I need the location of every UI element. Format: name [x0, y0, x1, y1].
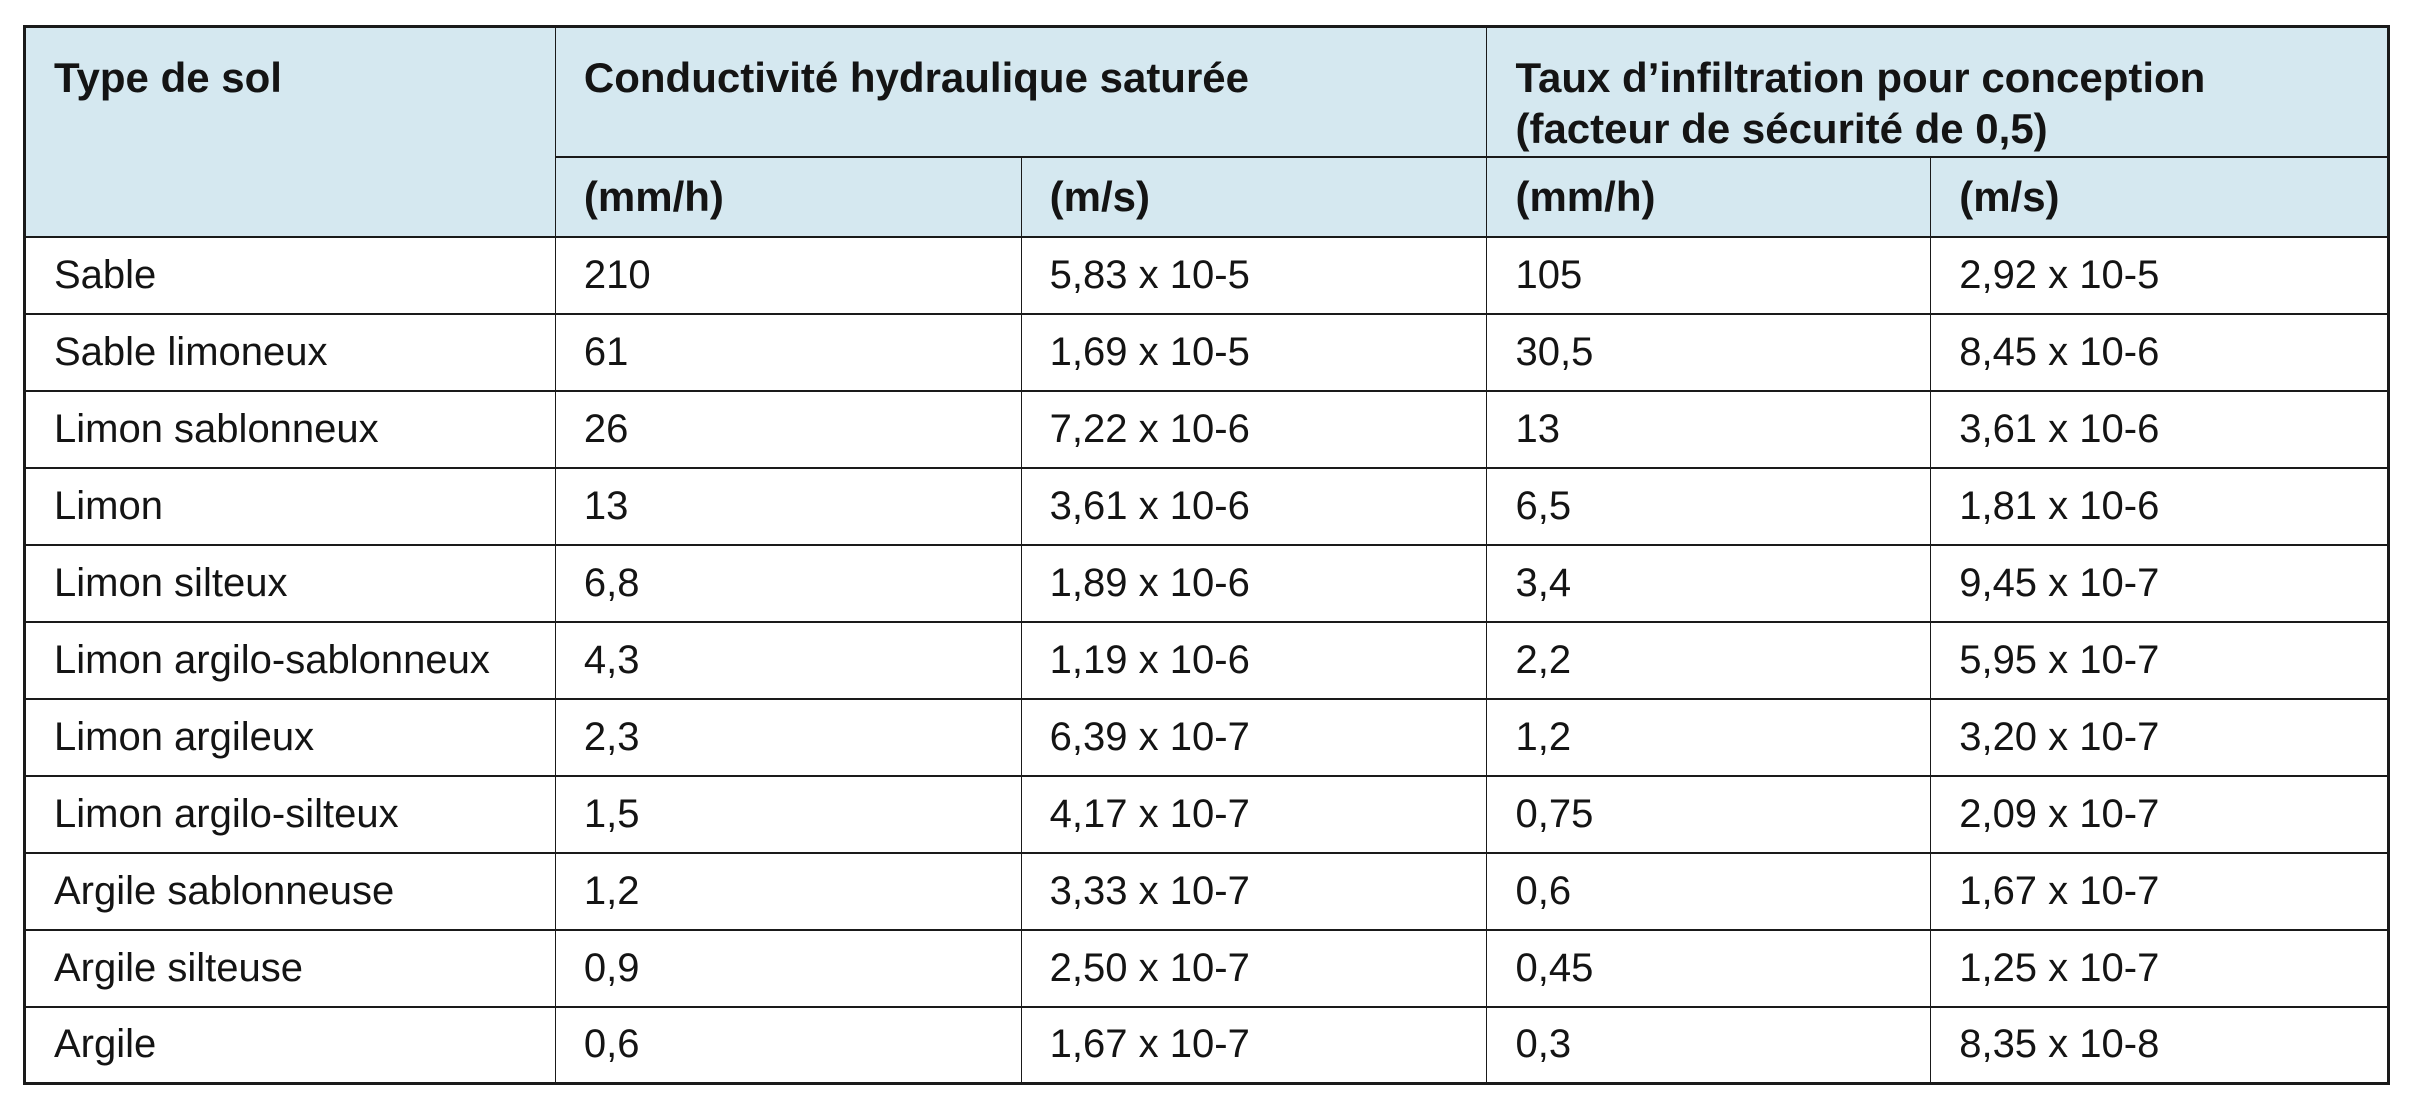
infiltration-ms-cell: 5,95 x 10-7	[1930, 620, 2389, 700]
conductivity-ms-cell: 3,33 x 10-7	[1020, 851, 1488, 931]
col-header-infiltration-mmh: (mm/h)	[1486, 155, 1932, 238]
conductivity-mmh-cell: 13	[554, 466, 1022, 546]
infiltration-mmh-cell: 13	[1486, 389, 1932, 469]
soil-type-cell: Limon silteux	[24, 543, 556, 623]
table-row: Argile silteuse 0,9 2,50 x 10-7 0,45 1,2…	[24, 928, 2389, 1008]
conductivity-mmh-cell: 2,3	[554, 697, 1022, 777]
table-row: Limon argileux 2,3 6,39 x 10-7 1,2 3,20 …	[24, 697, 2389, 777]
soil-infiltration-table: Type de sol Conductivité hydraulique sat…	[23, 25, 2390, 1085]
infiltration-mmh-cell: 6,5	[1486, 466, 1932, 546]
conductivity-mmh-cell: 4,3	[554, 620, 1022, 700]
infiltration-mmh-cell: 105	[1486, 235, 1932, 315]
col-header-conductivity-group: Conductivité hydraulique saturée	[554, 25, 1488, 158]
soil-type-cell: Sable limoneux	[24, 312, 556, 392]
infiltration-ms-cell: 1,25 x 10-7	[1930, 928, 2389, 1008]
col-header-infiltration-group: Taux d’infiltration pour conception (fac…	[1486, 25, 2389, 158]
conductivity-ms-cell: 1,67 x 10-7	[1020, 1005, 1488, 1085]
header-group-row: Type de sol Conductivité hydraulique sat…	[24, 25, 2389, 238]
infiltration-mmh-cell: 0,3	[1486, 1005, 1932, 1085]
soil-type-cell: Limon argilo-silteux	[24, 774, 556, 854]
table-row: Limon sablonneux 26 7,22 x 10-6 13 3,61 …	[24, 389, 2389, 469]
soil-type-cell: Argile silteuse	[24, 928, 556, 1008]
soil-type-cell: Sable	[24, 235, 556, 315]
soil-type-cell: Limon sablonneux	[24, 389, 556, 469]
conductivity-mmh-cell: 6,8	[554, 543, 1022, 623]
table-row: Limon silteux 6,8 1,89 x 10-6 3,4 9,45 x…	[24, 543, 2389, 623]
infiltration-ms-cell: 8,35 x 10-8	[1930, 1005, 2389, 1085]
soil-type-cell: Argile	[24, 1005, 556, 1085]
infiltration-mmh-cell: 0,75	[1486, 774, 1932, 854]
col-header-infiltration-ms: (m/s)	[1930, 155, 2389, 238]
infiltration-ms-cell: 1,81 x 10-6	[1930, 466, 2389, 546]
infiltration-mmh-cell: 3,4	[1486, 543, 1932, 623]
table-row: Argile sablonneuse 1,2 3,33 x 10-7 0,6 1…	[24, 851, 2389, 931]
infiltration-mmh-cell: 0,6	[1486, 851, 1932, 931]
table-row: Sable limoneux 61 1,69 x 10-5 30,5 8,45 …	[24, 312, 2389, 392]
infiltration-ms-cell: 3,61 x 10-6	[1930, 389, 2389, 469]
table-row: Limon 13 3,61 x 10-6 6,5 1,81 x 10-6	[24, 466, 2389, 546]
conductivity-ms-cell: 6,39 x 10-7	[1020, 697, 1488, 777]
soil-type-cell: Limon argilo-sablonneux	[24, 620, 556, 700]
infiltration-mmh-cell: 0,45	[1486, 928, 1932, 1008]
infiltration-ms-cell: 3,20 x 10-7	[1930, 697, 2389, 777]
infiltration-mmh-cell: 2,2	[1486, 620, 1932, 700]
infiltration-mmh-cell: 30,5	[1486, 312, 1932, 392]
conductivity-ms-cell: 4,17 x 10-7	[1020, 774, 1488, 854]
soil-type-cell: Limon	[24, 466, 556, 546]
infiltration-ms-cell: 2,92 x 10-5	[1930, 235, 2389, 315]
conductivity-mmh-cell: 1,5	[554, 774, 1022, 854]
soil-type-cell: Limon argileux	[24, 697, 556, 777]
conductivity-mmh-cell: 210	[554, 235, 1022, 315]
table-row: Limon argilo-sablonneux 4,3 1,19 x 10-6 …	[24, 620, 2389, 700]
conductivity-ms-cell: 2,50 x 10-7	[1020, 928, 1488, 1008]
infiltration-ms-cell: 9,45 x 10-7	[1930, 543, 2389, 623]
infiltration-mmh-cell: 1,2	[1486, 697, 1932, 777]
infiltration-ms-cell: 8,45 x 10-6	[1930, 312, 2389, 392]
conductivity-mmh-cell: 0,6	[554, 1005, 1022, 1085]
conductivity-ms-cell: 1,19 x 10-6	[1020, 620, 1488, 700]
conductivity-ms-cell: 3,61 x 10-6	[1020, 466, 1488, 546]
conductivity-mmh-cell: 0,9	[554, 928, 1022, 1008]
conductivity-ms-cell: 7,22 x 10-6	[1020, 389, 1488, 469]
conductivity-ms-cell: 1,89 x 10-6	[1020, 543, 1488, 623]
table-row: Sable 210 5,83 x 10-5 105 2,92 x 10-5	[24, 235, 2389, 315]
infiltration-ms-cell: 1,67 x 10-7	[1930, 851, 2389, 931]
conductivity-mmh-cell: 26	[554, 389, 1022, 469]
col-header-soil-type: Type de sol	[24, 25, 556, 238]
conductivity-ms-cell: 5,83 x 10-5	[1020, 235, 1488, 315]
infiltration-ms-cell: 2,09 x 10-7	[1930, 774, 2389, 854]
col-header-conductivity-ms: (m/s)	[1020, 155, 1488, 238]
table-row: Argile 0,6 1,67 x 10-7 0,3 8,35 x 10-8	[24, 1005, 2389, 1085]
col-header-conductivity-mmh: (mm/h)	[554, 155, 1022, 238]
conductivity-mmh-cell: 1,2	[554, 851, 1022, 931]
table-row: Limon argilo-silteux 1,5 4,17 x 10-7 0,7…	[24, 774, 2389, 854]
conductivity-mmh-cell: 61	[554, 312, 1022, 392]
header-units-row: (mm/h) (m/s) (mm/h) (m/s)	[25, 155, 2389, 238]
conductivity-ms-cell: 1,69 x 10-5	[1020, 312, 1488, 392]
soil-type-cell: Argile sablonneuse	[24, 851, 556, 931]
